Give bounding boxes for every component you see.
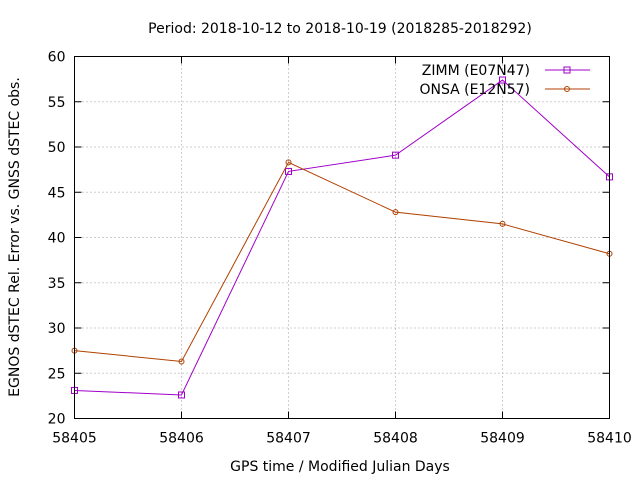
grid [74,56,610,419]
x-tick-label: 58409 [480,431,525,447]
x-tick-label: 58406 [159,431,204,447]
y-tick-label: 20 [48,412,66,428]
y-tick-label: 35 [48,276,66,292]
y-tick-label: 50 [48,140,66,156]
data-point-onsa [178,358,185,365]
series-line-zimm [74,79,610,396]
data-point-zimm [392,151,399,159]
data-point-onsa [499,220,506,227]
legend-label-zimm: ZIMM (E07N47) [422,63,530,79]
y-tick-label: 60 [48,50,66,66]
series-line-onsa [74,161,610,363]
data-point-zimm [285,167,292,175]
y-axis-label: EGNOS dSTEC Rel. Error vs. GNSS dSTEC ob… [7,77,23,397]
legend-marker-zimm [563,66,571,74]
legend-marker-onsa [564,86,570,92]
y-tick-label: 55 [48,95,66,111]
x-tick-label: 58410 [587,431,632,447]
x-tick-label: 58405 [52,431,97,447]
y-tick-label: 25 [48,366,66,382]
data-point-onsa [285,159,292,166]
x-tick-label: 58408 [373,431,418,447]
chart-title: Period: 2018-10-12 to 2018-10-19 (201828… [148,21,532,37]
x-tick-label: 58407 [266,431,311,447]
legend: ZIMM (E07N47) ONSA (E12N57) [419,63,590,98]
y-tick-label: 45 [48,185,66,201]
legend-label-onsa: ONSA (E12N57) [419,82,530,98]
y-tick-label: 30 [48,321,66,337]
x-axis-label: GPS time / Modified Julian Days [230,459,450,475]
data-point-zimm [178,391,185,399]
data-point-onsa [392,209,399,216]
axis-ticks: 20 25 30 35 40 45 50 55 60 58405 58406 58407 58408 58… [48,50,632,447]
data-point-zimm [499,76,506,84]
y-tick-label: 40 [48,231,66,247]
